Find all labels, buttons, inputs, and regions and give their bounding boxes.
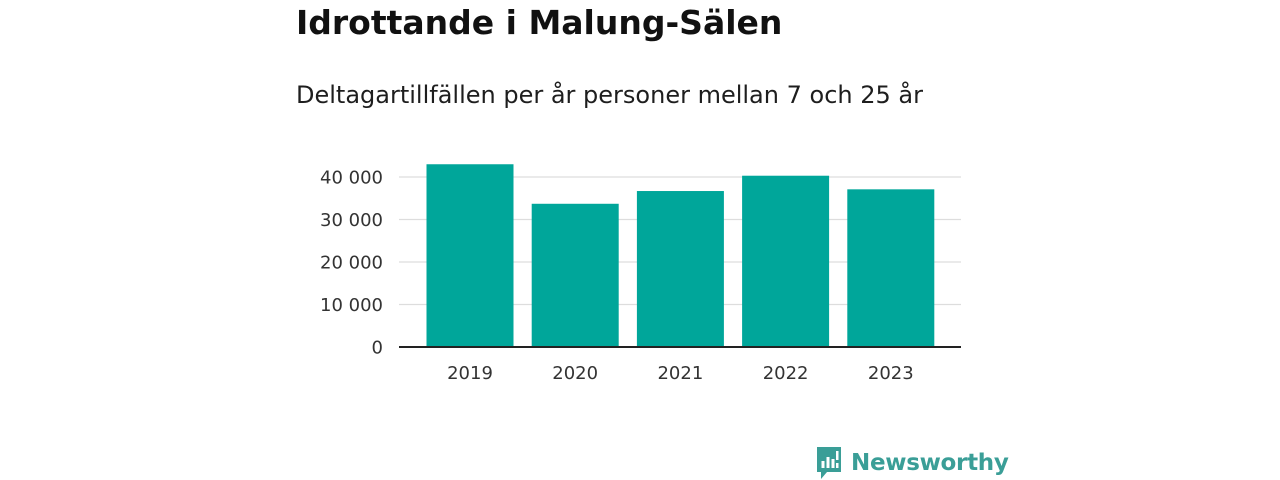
- y-tick-label: 30 000: [320, 210, 383, 231]
- y-tick-label: 10 000: [320, 295, 383, 316]
- chart-subtitle: Deltagartillfällen per år personer mella…: [296, 81, 923, 109]
- newsworthy-logo-icon: [817, 447, 841, 479]
- x-tick-label: 2019: [447, 363, 493, 384]
- x-tick-label: 2020: [552, 363, 598, 384]
- brand-name: Newsworthy: [851, 450, 1009, 476]
- bar-2019: [426, 164, 514, 347]
- bar-2022: [742, 175, 830, 347]
- x-axis-tick-labels: 2019 2020 2021 2022 2023: [447, 363, 914, 384]
- bar-2023: [847, 189, 935, 347]
- y-axis-tick-labels: 0 10 000 20 000 30 000 40 000: [320, 168, 383, 359]
- y-tick-label: 20 000: [320, 253, 383, 274]
- chart-title: Idrottande i Malung-Sälen: [296, 3, 783, 42]
- brand: Newsworthy: [815, 446, 1009, 480]
- x-tick-label: 2022: [763, 363, 809, 384]
- bar-2020: [531, 203, 619, 347]
- x-tick-label: 2021: [657, 363, 703, 384]
- bar-2021: [636, 191, 724, 347]
- y-tick-label: 40 000: [320, 168, 383, 189]
- y-tick-label: 0: [372, 338, 383, 359]
- x-tick-label: 2023: [868, 363, 914, 384]
- bars: [426, 164, 935, 347]
